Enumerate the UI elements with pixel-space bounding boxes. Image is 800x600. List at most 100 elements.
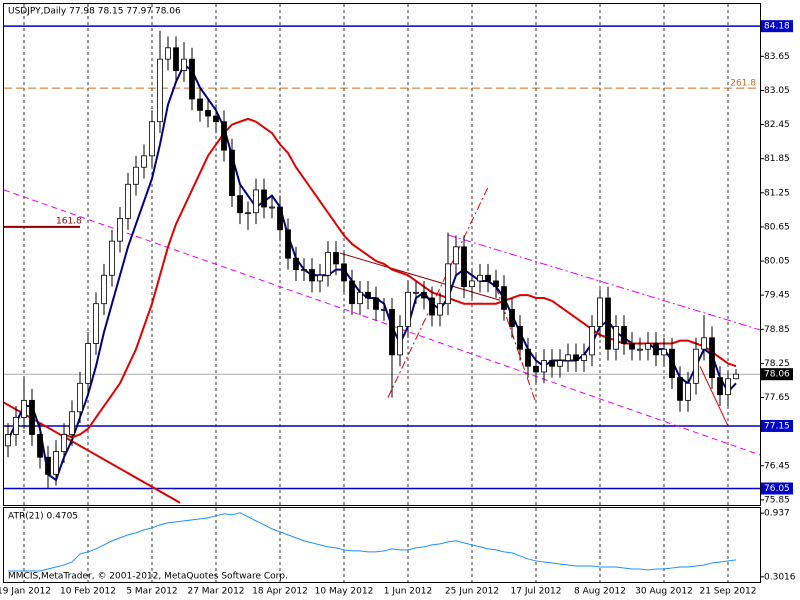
candle-body — [421, 291, 427, 299]
indicator-title: ATR(21) 0.4705 — [8, 512, 78, 522]
y-tick-label: 82.45 — [764, 120, 790, 130]
y-tick-label: 78.25 — [764, 359, 790, 369]
candle-body — [501, 286, 507, 310]
candle-body — [29, 399, 35, 435]
candle-body — [381, 308, 387, 311]
candle-body — [229, 149, 235, 197]
candle-body — [53, 451, 59, 475]
x-tick-label: 17 Jul 2012 — [511, 587, 562, 597]
candle-body — [389, 308, 395, 356]
candle-body — [701, 337, 707, 350]
candle-body — [413, 291, 419, 294]
candle-body — [429, 297, 435, 316]
x-tick-label: 21 Sep 2012 — [699, 587, 756, 597]
candle-body — [717, 377, 723, 396]
candle-body — [533, 365, 539, 373]
candle-body — [173, 47, 179, 71]
candle-body — [397, 326, 403, 356]
candle-body — [549, 360, 555, 367]
candle-body — [517, 326, 523, 350]
candle-body — [373, 297, 379, 310]
level-label: 77.15 — [764, 421, 790, 431]
candle-body — [581, 354, 587, 361]
candle-body — [125, 183, 131, 219]
candle-body — [597, 297, 603, 327]
candle-body — [445, 263, 451, 305]
x-tick-label: 19 Jan 2012 — [0, 587, 51, 597]
x-tick-label: 18 Apr 2012 — [252, 587, 308, 597]
candle-body — [493, 280, 499, 288]
candle-body — [605, 297, 611, 350]
level-label: 84.18 — [764, 22, 790, 32]
candle-body — [725, 378, 731, 396]
candles — [5, 30, 739, 489]
candle-body — [325, 252, 331, 276]
candle-body — [149, 121, 155, 157]
candle-body — [253, 189, 259, 214]
chart-title: USDJPY,Daily 77.98 78.15 77.97 78.06 — [8, 7, 181, 17]
candle-body — [589, 326, 595, 356]
candle-body — [269, 206, 275, 209]
bid-label: 78.06 — [764, 370, 790, 380]
candle-body — [21, 399, 27, 418]
atr-tick-label: 0.3016 — [764, 572, 796, 582]
candle-body — [221, 121, 227, 151]
candle-body — [365, 291, 371, 299]
candle-body — [437, 303, 443, 316]
x-tick-label: 1 Jun 2012 — [384, 587, 432, 597]
atr-tick-label: 0.937 — [764, 509, 790, 519]
bid-box — [761, 368, 793, 381]
candle-body — [285, 229, 291, 259]
candle-body — [13, 417, 19, 435]
candle-body — [629, 343, 635, 350]
candle-body — [301, 269, 307, 271]
trendline — [339, 252, 501, 301]
candle-body — [453, 246, 459, 265]
candle-body — [37, 434, 43, 458]
price-pane — [3, 3, 761, 506]
candle-body — [709, 337, 715, 379]
candle-body — [557, 360, 563, 367]
level-box — [761, 419, 793, 432]
y-tick-label: 77.65 — [764, 393, 790, 403]
x-tick-label: 5 Mar 2012 — [126, 587, 177, 597]
candle-body — [61, 434, 67, 452]
y-tick-label: 78.85 — [764, 325, 790, 335]
candle-body — [277, 206, 283, 231]
candle-body — [685, 382, 691, 401]
candle-body — [245, 212, 251, 215]
candle-body — [333, 252, 339, 265]
x-tick-label: 10 May 2012 — [315, 587, 374, 597]
candle-body — [85, 343, 91, 384]
candle-body — [405, 291, 411, 327]
candle-body — [357, 291, 363, 305]
candle-body — [341, 263, 347, 282]
y-tick-label: 80.65 — [764, 222, 790, 232]
labels: 83.65 83.05 82.45 81.85 81.25 80.65 80.05 79.45… — [0, 20, 796, 597]
fibo-label: 261.8 — [730, 79, 756, 89]
x-tick-label: 27 Mar 2012 — [187, 587, 244, 597]
candle-body — [181, 58, 187, 71]
candle-body — [213, 115, 219, 123]
candle-body — [645, 343, 651, 350]
candle-body — [637, 348, 643, 351]
candle-body — [653, 343, 659, 356]
candle-body — [477, 274, 483, 282]
y-tick-label: 83.65 — [764, 52, 790, 62]
candle-body — [613, 326, 619, 350]
candle-body — [461, 246, 467, 288]
y-tick-label: 81.85 — [764, 154, 790, 164]
candle-body — [5, 434, 11, 447]
trendline — [447, 234, 760, 331]
candle-body — [197, 98, 203, 111]
candle-body — [661, 348, 667, 356]
candle-body — [237, 195, 243, 214]
y-tick-label: 81.25 — [764, 188, 790, 198]
atr-line — [8, 512, 737, 572]
candle-body — [93, 303, 99, 344]
candle-body — [573, 354, 579, 361]
candle-body — [509, 308, 515, 327]
candle-body — [101, 274, 107, 305]
